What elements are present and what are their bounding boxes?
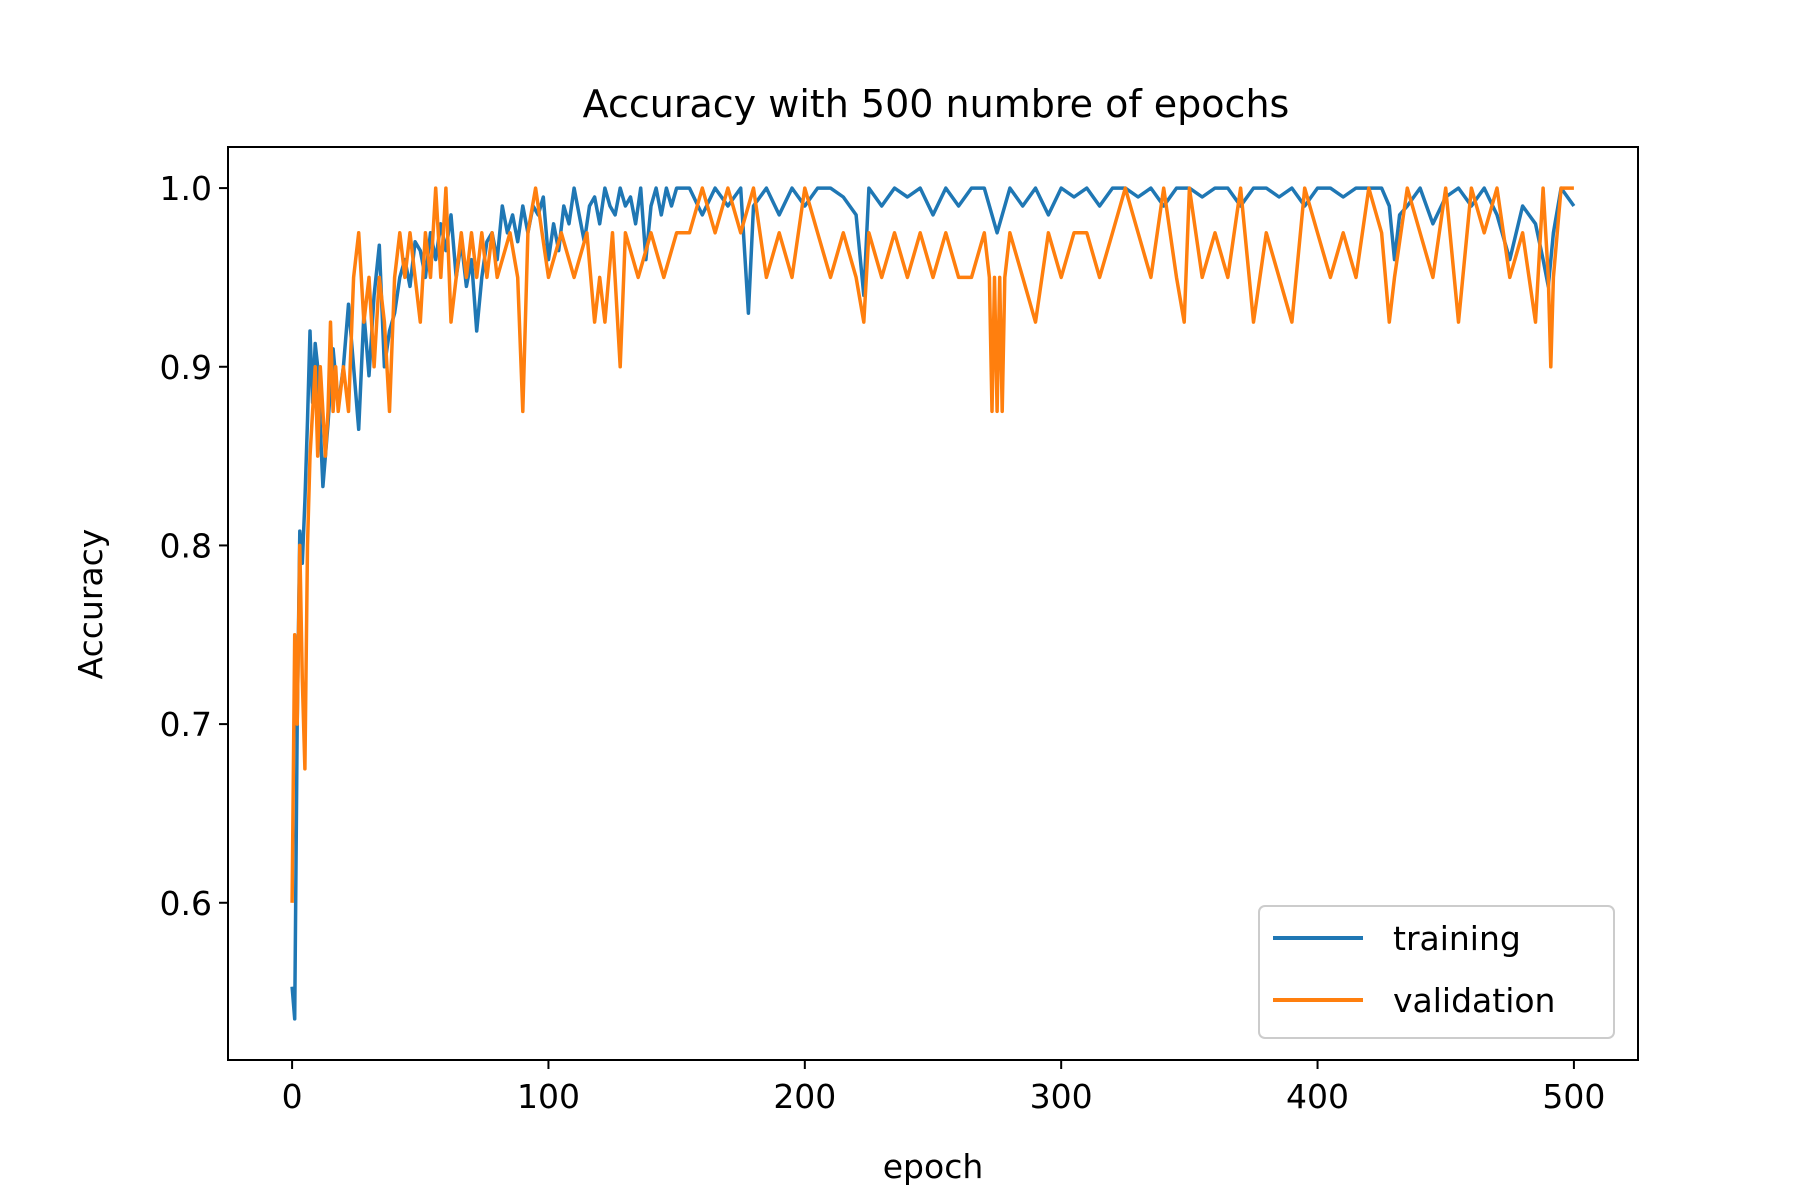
series-layer xyxy=(290,186,1576,1021)
chart-title: Accuracy with 500 numbre of epochs xyxy=(583,82,1290,126)
series-line-training xyxy=(290,186,1576,1021)
legend: training validation xyxy=(1258,905,1615,1039)
y-tick-label: 0.6 xyxy=(160,884,212,923)
x-axis-label: epoch xyxy=(883,1147,984,1186)
y-axis-label: Accuracy xyxy=(71,529,110,680)
x-tick-label: 300 xyxy=(1030,1077,1093,1116)
y-tick-label: 0.8 xyxy=(160,526,212,565)
x-tick-label: 400 xyxy=(1286,1077,1349,1116)
series-line-validation xyxy=(290,186,1574,903)
y-tick-label: 0.9 xyxy=(160,348,212,387)
x-tick-label: 0 xyxy=(282,1077,303,1116)
y-tick-label: 0.7 xyxy=(160,705,212,744)
x-axis: 0 100 200 300 400 500 xyxy=(282,1060,1605,1116)
legend-label-validation: validation xyxy=(1393,981,1555,1020)
plot-frame xyxy=(227,146,1639,1061)
y-tick-label: 1.0 xyxy=(160,169,212,208)
x-tick-label: 500 xyxy=(1542,1077,1605,1116)
x-tick-label: 200 xyxy=(773,1077,836,1116)
legend-label-training: training xyxy=(1393,919,1521,958)
x-tick-label: 100 xyxy=(517,1077,580,1116)
y-axis: 0.6 0.7 0.8 0.9 1.0 xyxy=(160,169,228,923)
